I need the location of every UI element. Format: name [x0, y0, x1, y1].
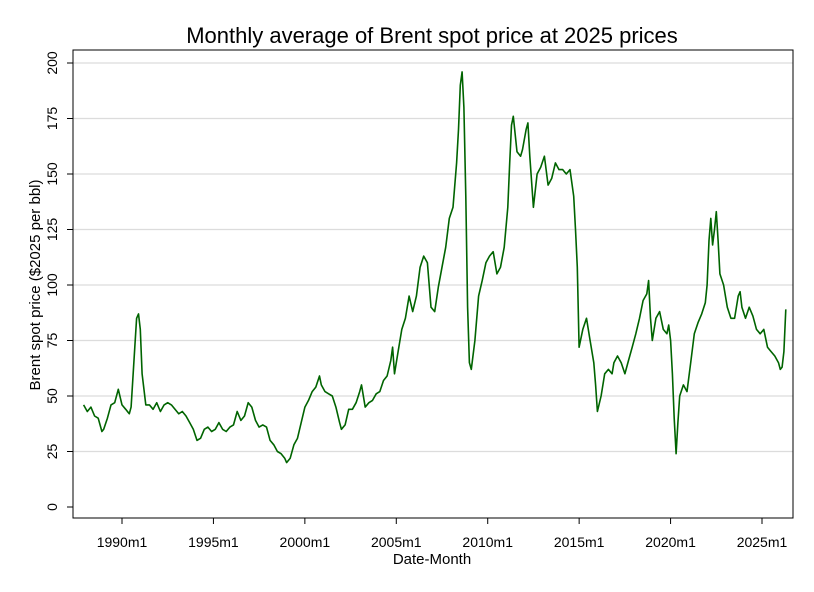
- y-tick-label: 100: [44, 273, 60, 297]
- plot-frame: [72, 49, 794, 519]
- y-tick-label: 50: [44, 388, 60, 404]
- x-axis-ticks: 1990m1 1995m1 2000m1 2005m1 2010m1 2015m1 2020…: [97, 518, 788, 550]
- y-tick-label: 150: [44, 162, 60, 186]
- y-tick-label: 200: [44, 51, 60, 75]
- x-tick-label: 1995m1: [188, 534, 239, 550]
- y-tick-label: 175: [44, 107, 60, 131]
- x-tick-label: 2000m1: [280, 534, 331, 550]
- x-tick-label: 2015m1: [554, 534, 605, 550]
- y-axis-label: Brent spot price ($2025 per bbl): [27, 180, 44, 391]
- y-tick-label: 125: [44, 218, 60, 242]
- chart-title: Monthly average of Brent spot price at 2…: [186, 23, 678, 48]
- x-tick-label: 2020m1: [645, 534, 696, 550]
- x-tick-label: 1990m1: [97, 534, 148, 550]
- x-axis-label: Date-Month: [393, 551, 471, 568]
- y-tick-label: 0: [44, 503, 60, 511]
- y-axis-ticks: 0 25 50 75 100 125 150 175 200: [44, 51, 73, 511]
- y-tick-label: 75: [44, 333, 60, 349]
- x-tick-label: 2010m1: [462, 534, 513, 550]
- x-tick-label: 2025m1: [737, 534, 788, 550]
- x-tick-label: 2005m1: [371, 534, 422, 550]
- gridlines: [73, 62, 793, 453]
- y-tick-label: 25: [44, 444, 60, 460]
- series-line: [82, 71, 787, 464]
